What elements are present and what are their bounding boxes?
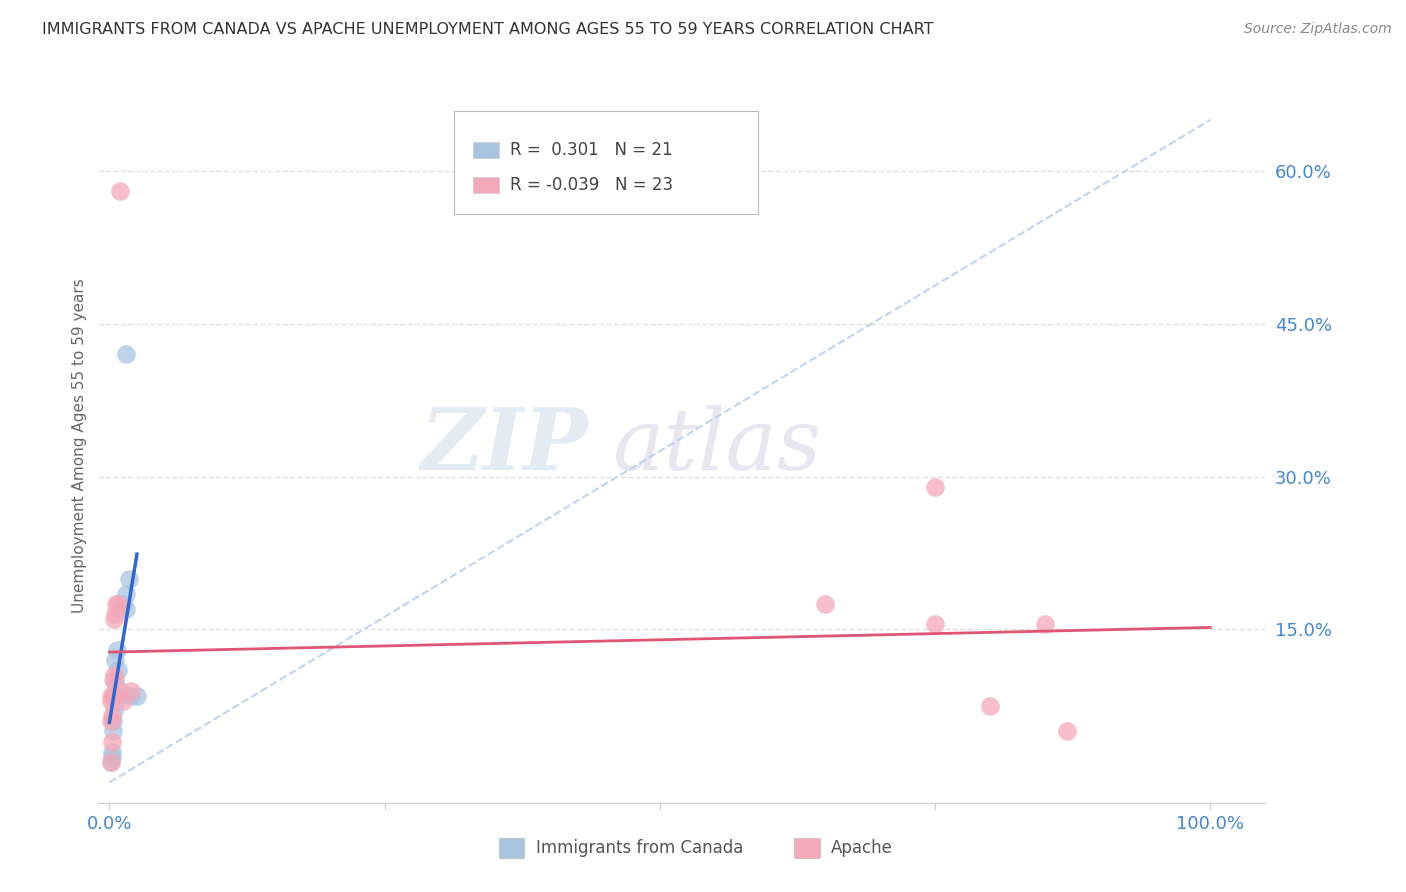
Point <box>104 653 127 667</box>
Point <box>924 617 946 632</box>
Point <box>100 750 122 764</box>
Text: ZIP: ZIP <box>420 404 589 488</box>
Point <box>115 602 138 616</box>
Text: Source: ZipAtlas.com: Source: ZipAtlas.com <box>1244 22 1392 37</box>
Point <box>111 597 134 611</box>
Point <box>103 689 125 703</box>
Bar <box>499 838 524 858</box>
Point <box>103 668 125 682</box>
Text: Apache: Apache <box>831 839 893 857</box>
Point <box>101 724 124 739</box>
Point <box>100 734 122 748</box>
Point <box>110 683 132 698</box>
Point <box>110 602 132 616</box>
Point <box>100 755 122 769</box>
Point <box>101 714 124 729</box>
Point <box>125 689 148 703</box>
Point <box>105 679 128 693</box>
Point <box>100 694 122 708</box>
Point <box>101 673 124 688</box>
Bar <box>472 178 499 193</box>
Point <box>107 597 129 611</box>
Bar <box>794 838 820 858</box>
Text: atlas: atlas <box>612 405 821 487</box>
Point <box>104 673 127 688</box>
Point <box>118 572 141 586</box>
Point <box>1033 617 1056 632</box>
Point <box>924 480 946 494</box>
Point <box>100 689 122 703</box>
Point <box>100 745 122 759</box>
Point <box>100 714 122 729</box>
Point <box>110 184 132 198</box>
Point <box>103 612 125 626</box>
Point <box>120 683 142 698</box>
Point <box>100 755 122 769</box>
Point <box>107 663 129 677</box>
Point <box>115 347 138 361</box>
Y-axis label: Unemployment Among Ages 55 to 59 years: Unemployment Among Ages 55 to 59 years <box>72 278 87 614</box>
Bar <box>472 142 499 158</box>
Point <box>115 587 138 601</box>
Point <box>814 597 837 611</box>
FancyBboxPatch shape <box>454 111 758 214</box>
Point <box>101 689 124 703</box>
Point <box>100 709 122 723</box>
Text: Immigrants from Canada: Immigrants from Canada <box>536 839 742 857</box>
Text: R = -0.039   N = 23: R = -0.039 N = 23 <box>510 176 673 194</box>
Point <box>104 607 127 622</box>
Point <box>120 689 142 703</box>
Point <box>103 704 125 718</box>
Point <box>105 694 128 708</box>
Point <box>1056 724 1078 739</box>
Text: R =  0.301   N = 21: R = 0.301 N = 21 <box>510 141 673 159</box>
Point <box>105 643 128 657</box>
Text: IMMIGRANTS FROM CANADA VS APACHE UNEMPLOYMENT AMONG AGES 55 TO 59 YEARS CORRELAT: IMMIGRANTS FROM CANADA VS APACHE UNEMPLO… <box>42 22 934 37</box>
Point <box>105 597 128 611</box>
Point <box>111 694 134 708</box>
Point <box>979 698 1001 713</box>
